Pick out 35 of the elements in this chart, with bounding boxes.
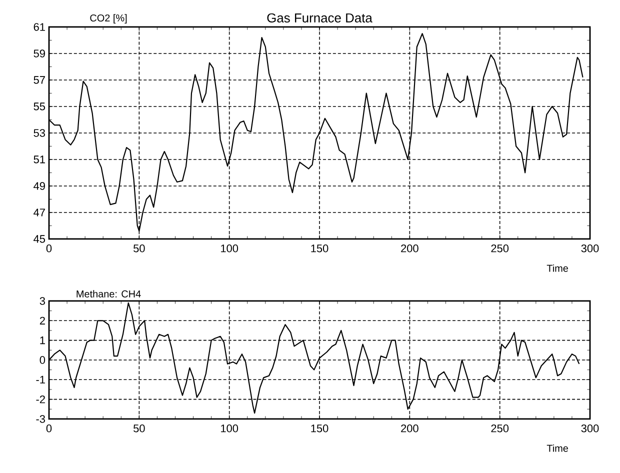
y-tick-label: 47 bbox=[34, 208, 45, 216]
x-tick-label: 50 bbox=[134, 424, 145, 432]
x-tick-label: 0 bbox=[46, 424, 52, 432]
y-tick-label: 1 bbox=[40, 336, 45, 344]
y-tick-label: 53 bbox=[34, 129, 45, 137]
x-tick-label: 100 bbox=[221, 424, 238, 432]
y-tick-label: 57 bbox=[34, 76, 45, 84]
x-axis-title: Time bbox=[546, 444, 568, 452]
x-tick-label: 50 bbox=[134, 244, 145, 252]
y-axis-title: Methane: CH4 bbox=[76, 290, 141, 298]
x-tick-label: 150 bbox=[311, 424, 328, 432]
x-tick-label: 100 bbox=[221, 244, 238, 252]
x-tick-label: 250 bbox=[491, 424, 509, 432]
x-tick-label: 300 bbox=[581, 244, 599, 252]
y-tick-label: 51 bbox=[34, 156, 45, 164]
y-tick-label: -2 bbox=[36, 396, 45, 404]
y-tick-label: -1 bbox=[36, 376, 45, 384]
x-tick-label: 0 bbox=[46, 244, 52, 252]
y-tick-label: 55 bbox=[34, 102, 46, 110]
x-axis-title: Time bbox=[546, 264, 568, 272]
y-axis-title: CO2 [%] bbox=[90, 14, 127, 24]
y-tick-label: 3 bbox=[40, 297, 46, 305]
x-tick-label: 300 bbox=[581, 424, 599, 432]
y-tick-label: 59 bbox=[34, 50, 45, 58]
y-tick-label: 45 bbox=[34, 235, 46, 243]
x-tick-label: 200 bbox=[401, 424, 418, 432]
y-tick-label: 49 bbox=[34, 182, 45, 190]
x-tick-label: 200 bbox=[401, 244, 418, 252]
y-tick-label: 2 bbox=[40, 316, 45, 324]
y-tick-label: 61 bbox=[34, 23, 45, 31]
chart-title: Gas Furnace Data bbox=[267, 13, 372, 22]
x-tick-label: 150 bbox=[311, 244, 328, 252]
y-tick-label: 0 bbox=[40, 356, 46, 364]
x-tick-label: 250 bbox=[491, 244, 509, 252]
y-tick-label: -3 bbox=[36, 415, 46, 423]
